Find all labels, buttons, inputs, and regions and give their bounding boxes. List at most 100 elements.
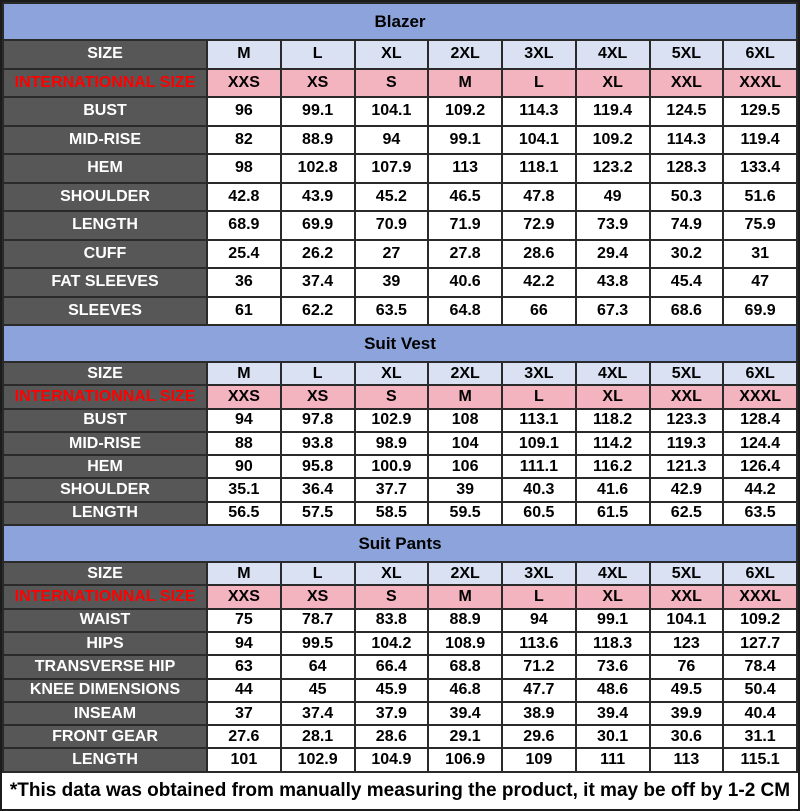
value-cell: 109.1 [501, 430, 577, 457]
value-cell: 29.4 [574, 238, 651, 269]
value-cell: 45.2 [353, 181, 430, 212]
value-cell: 102.8 [279, 153, 356, 184]
value-cell: 37.4 [279, 700, 356, 727]
value-cell: 102.9 [353, 407, 430, 433]
value-cell: 37 [206, 700, 282, 727]
value-cell: 126.4 [722, 454, 798, 480]
value-cell: 113.6 [501, 630, 577, 657]
value-cell: 94 [353, 124, 430, 155]
row-label: FAT SLEEVES [2, 267, 208, 298]
shoulder-row: SHOULDER 35.1 36.4 37.7 39 40.3 41.6 42.9 44.2 [2, 477, 798, 503]
value-cell: 99.5 [279, 630, 356, 657]
value-cell: 123.2 [574, 153, 651, 184]
value-cell: 66 [501, 295, 577, 326]
row-label: CUFF [2, 238, 208, 269]
value-cell: 94 [206, 407, 282, 433]
value-cell: 45.4 [648, 267, 725, 298]
value-cell: L [501, 67, 577, 98]
value-cell: 119.4 [722, 124, 798, 155]
value-cell: 27 [353, 238, 430, 269]
value-cell: 48.6 [574, 677, 651, 703]
value-cell: M [206, 39, 282, 70]
mid-rise-row: MID-RISE 82 88.9 94 99.1 104.1 109.2 114.3 119.4 [2, 124, 798, 155]
value-cell: 51.6 [722, 181, 798, 212]
row-label: INTERNATIONNAL SIZE [2, 67, 208, 98]
value-cell: XL [574, 67, 651, 98]
value-cell: 47 [722, 267, 798, 298]
value-cell: 76 [648, 654, 725, 680]
value-cell: 118.2 [574, 407, 651, 433]
value-cell: M [206, 561, 282, 587]
value-cell: 44.2 [722, 477, 798, 503]
value-cell: 64 [279, 654, 356, 680]
value-cell: 3XL [501, 561, 577, 587]
value-cell: 114.3 [501, 96, 577, 127]
value-cell: 27.8 [427, 238, 503, 269]
value-cell: 71.9 [427, 210, 503, 241]
value-cell: 47.7 [501, 677, 577, 703]
front-gear-row: FRONT GEAR 27.6 28.1 28.6 29.1 29.6 30.1 30.6 31… [2, 724, 798, 750]
row-label: LENGTH [2, 210, 208, 241]
table-suit-pants: Suit Pants SIZE M L XL 2XL 3XL 4XL 5XL 6XL INTERNA… [2, 524, 798, 773]
row-label: INSEAM [2, 700, 208, 727]
value-cell: 99.1 [279, 96, 356, 127]
section-title: Suit Pants [2, 524, 798, 564]
value-cell: 109.2 [574, 124, 651, 155]
section-title: Blazer [2, 2, 798, 41]
value-cell: 2XL [427, 39, 503, 70]
value-cell: L [501, 584, 577, 610]
value-cell: 45 [279, 677, 356, 703]
row-label: TRANSVERSE HIP [2, 654, 208, 680]
bust-row: BUST 94 97.8 102.9 108 113.1 118.2 123.3 128.4 [2, 407, 798, 433]
value-cell: 63.5 [353, 295, 430, 326]
value-cell: 50.3 [648, 181, 725, 212]
value-cell: 100.9 [353, 454, 430, 480]
value-cell: 114.3 [648, 124, 725, 155]
value-cell: 113 [648, 747, 725, 773]
value-cell: S [353, 67, 430, 98]
value-cell: 123 [648, 630, 725, 657]
value-cell: 29.6 [501, 724, 577, 750]
value-cell: 39.9 [648, 700, 725, 727]
value-cell: 58.5 [353, 500, 430, 527]
value-cell: 104 [427, 430, 503, 457]
value-cell: 27.6 [206, 724, 282, 750]
value-cell: 49.5 [648, 677, 725, 703]
value-cell: 29.1 [427, 724, 503, 750]
value-cell: 6XL [722, 561, 798, 587]
value-cell: 133.4 [722, 153, 798, 184]
row-label: INTERNATIONNAL SIZE [2, 384, 208, 410]
value-cell: 57.5 [279, 500, 356, 527]
row-label: SIZE [2, 561, 208, 587]
value-cell: 106 [427, 454, 503, 480]
size-row: SIZE M L XL 2XL 3XL 4XL 5XL 6XL [2, 39, 798, 70]
value-cell: 75.9 [722, 210, 798, 241]
row-label: SLEEVES [2, 295, 208, 326]
value-cell: 121.3 [648, 454, 725, 480]
value-cell: XXS [206, 384, 282, 410]
value-cell: 26.2 [279, 238, 356, 269]
value-cell: 25.4 [206, 238, 282, 269]
value-cell: 118.1 [501, 153, 577, 184]
value-cell: 35.1 [206, 477, 282, 503]
sleeves-row: SLEEVES 61 62.2 63.5 64.8 66 67.3 68.6 69.9 [2, 295, 798, 326]
value-cell: 88 [206, 430, 282, 457]
row-label: BUST [2, 407, 208, 433]
fat-sleeves-row: FAT SLEEVES 36 37.4 39 40.6 42.2 43.8 45.4 47 [2, 267, 798, 298]
row-label: HEM [2, 454, 208, 480]
row-label: SIZE [2, 39, 208, 70]
value-cell: 113 [427, 153, 503, 184]
value-cell: 104.1 [501, 124, 577, 155]
value-cell: 128.4 [722, 407, 798, 433]
size-chart-tables: Blazer SIZE M L XL 2XL 3XL 4XL 5XL 6XL INTERNATION… [2, 2, 798, 773]
value-cell: 4XL [574, 360, 651, 387]
value-cell: 62.2 [279, 295, 356, 326]
table-blazer: Blazer SIZE M L XL 2XL 3XL 4XL 5XL 6XL INTERNATION… [2, 2, 798, 326]
value-cell: 2XL [427, 561, 503, 587]
value-cell: 46.5 [427, 181, 503, 212]
value-cell: 123.3 [648, 407, 725, 433]
value-cell: 68.6 [648, 295, 725, 326]
value-cell: 104.2 [353, 630, 430, 657]
value-cell: 42.2 [501, 267, 577, 298]
hips-row: HIPS 94 99.5 104.2 108.9 113.6 118.3 123 127.7 [2, 630, 798, 657]
